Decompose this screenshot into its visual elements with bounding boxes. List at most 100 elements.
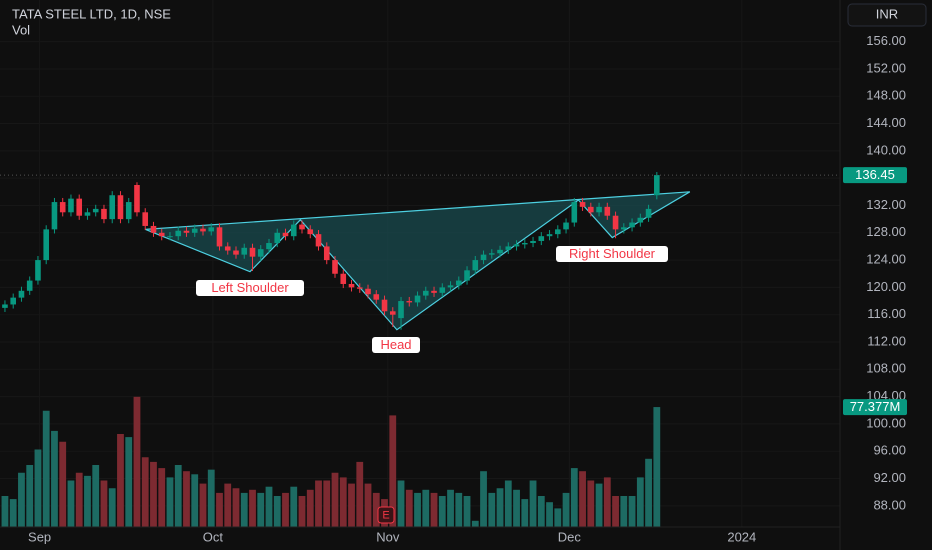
volume-bar — [26, 465, 34, 527]
volume-bar — [339, 477, 347, 527]
volume-bar — [257, 492, 265, 527]
candle-body — [373, 294, 380, 300]
y-tick-label: 92.00 — [873, 470, 906, 485]
candle-body — [266, 243, 272, 250]
candle-body — [488, 253, 495, 255]
volume-bar — [422, 489, 430, 527]
volume-bar — [306, 489, 314, 527]
volume-bar — [9, 499, 17, 527]
candle-body — [596, 206, 602, 213]
volume-bar — [455, 492, 463, 527]
earnings-badge — [377, 506, 395, 524]
candle-body — [2, 304, 8, 308]
x-tick-label: Oct — [203, 529, 224, 544]
volume-bar — [603, 477, 611, 527]
volume-bar — [18, 472, 25, 527]
candle-body — [497, 249, 503, 254]
volume-bar — [84, 475, 91, 527]
currency-label[interactable]: INR — [876, 6, 898, 21]
volume-bar — [529, 480, 537, 527]
volume-bar — [331, 472, 339, 527]
candle-body — [274, 232, 281, 244]
volume-bar — [620, 496, 628, 527]
candle-body — [447, 285, 454, 288]
candle-body — [398, 301, 404, 319]
volume-bar — [356, 461, 364, 527]
candle-body — [43, 229, 50, 261]
volume-bar — [463, 496, 471, 527]
candle-body — [505, 246, 512, 250]
annotation-box — [372, 337, 420, 353]
candle-body — [637, 217, 644, 223]
volume-bar — [249, 489, 256, 527]
volume-bar — [414, 492, 421, 527]
volume-title: Vol — [12, 22, 30, 37]
volume-bar — [447, 489, 454, 527]
candle-body — [241, 247, 248, 255]
candle-body — [175, 230, 182, 237]
candle-body — [59, 202, 66, 213]
last-volume-label: 77.377M — [850, 399, 901, 414]
candle-body — [455, 280, 462, 286]
candle-body — [125, 202, 132, 220]
volume-bar — [207, 469, 215, 527]
candle-body — [332, 260, 338, 274]
candle-body — [92, 208, 99, 213]
volume-bar — [480, 471, 487, 527]
candle-body — [612, 215, 619, 230]
annotation-box — [556, 246, 668, 262]
candle-body — [621, 227, 627, 230]
y-tick-label: 124.00 — [866, 252, 906, 267]
volume-bar — [430, 492, 438, 527]
volume-bar — [546, 502, 553, 527]
volume-bar — [100, 480, 108, 527]
candle-body — [538, 236, 545, 241]
candle-body — [406, 301, 413, 303]
candle-body — [530, 240, 536, 244]
chart-title: TATA STEEL LTD, 1D, NSE — [12, 6, 171, 21]
volume-bar — [133, 396, 141, 527]
volume-bar — [636, 477, 644, 527]
candle-body — [579, 202, 586, 207]
candle-body — [109, 195, 116, 220]
volume-bar — [562, 492, 570, 527]
y-tick-label: 88.00 — [873, 497, 906, 512]
annotation-label: Right Shoulder — [569, 246, 656, 261]
annotation-label: Head — [380, 337, 411, 352]
last-volume-box — [843, 399, 907, 416]
volume-bar — [1, 496, 9, 527]
last-price-box — [843, 167, 907, 184]
earnings-badge-label: E — [382, 509, 389, 521]
volume-bar — [372, 492, 380, 527]
volume-bar — [537, 496, 545, 527]
volume-bar — [92, 465, 100, 527]
candle-body — [84, 212, 91, 216]
volume-bar — [471, 520, 479, 527]
volume-bar — [117, 434, 124, 527]
candle-body — [381, 299, 388, 312]
candle-body — [439, 287, 446, 293]
volume-bar — [579, 471, 586, 527]
candle-body — [588, 206, 594, 213]
volume-bar — [75, 472, 83, 527]
currency-button[interactable] — [847, 3, 927, 27]
volume-bar — [405, 489, 413, 527]
volume-bar — [315, 480, 322, 527]
candle-body — [521, 243, 528, 245]
volume-bar — [59, 441, 67, 527]
y-tick-label: 132.00 — [866, 197, 906, 212]
candle-body — [389, 311, 396, 315]
candle-body — [101, 208, 107, 220]
volume-bar — [504, 480, 512, 527]
volume-bar — [34, 449, 42, 527]
volume-bar — [125, 437, 133, 527]
candle-body — [629, 222, 635, 228]
candle-body — [150, 225, 157, 233]
candle-body — [257, 249, 264, 257]
volume-bar — [174, 465, 182, 527]
candle-body — [414, 295, 421, 303]
candle-body — [645, 208, 652, 218]
volume-bar — [199, 483, 207, 527]
candle-body — [68, 198, 74, 213]
volume-bar — [224, 483, 232, 527]
